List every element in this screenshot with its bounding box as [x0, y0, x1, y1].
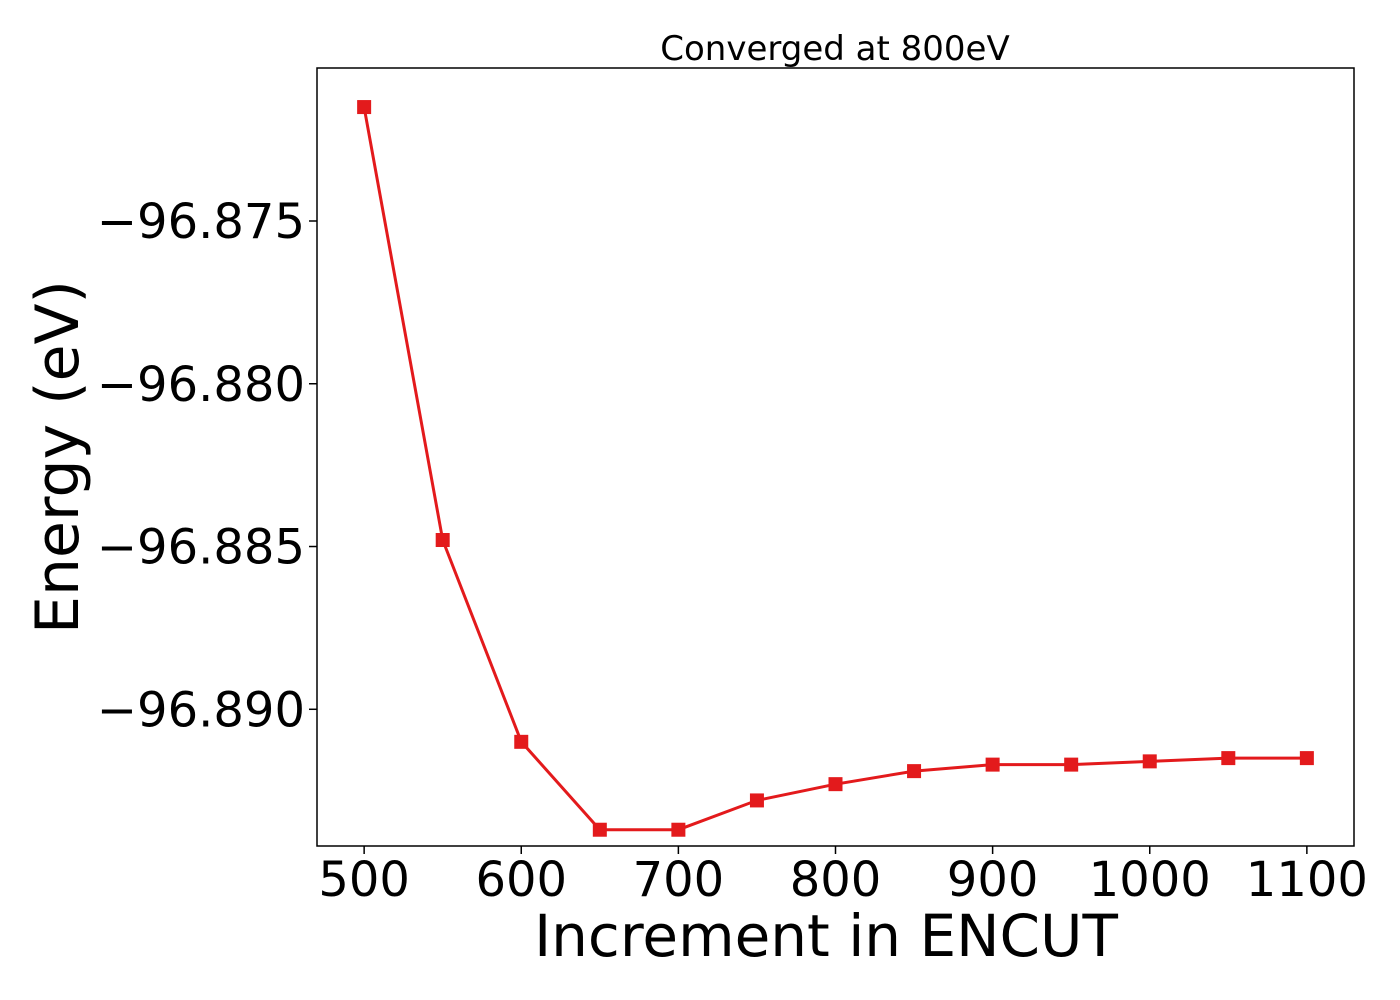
data-point-marker — [514, 734, 529, 749]
y-tick-label: −96.890 — [97, 682, 305, 738]
y-axis-label: Energy (eV) — [23, 280, 93, 634]
x-axis-label: Increment in ENCUT — [534, 902, 1118, 970]
data-point-marker — [985, 757, 1000, 772]
series-line — [362, 106, 1307, 832]
x-tick-label: 1000 — [1089, 852, 1211, 908]
data-point-marker — [357, 100, 372, 115]
plot-area-frame — [316, 67, 1355, 847]
x-tick-label: 700 — [633, 852, 725, 908]
data-point-marker — [592, 822, 607, 837]
y-ticks: −96.875 −96.880 −96.885 −96.890 — [97, 194, 317, 738]
data-point-marker — [1299, 751, 1314, 766]
data-point-marker — [1221, 751, 1236, 766]
y-tick-label: −96.885 — [97, 520, 305, 576]
series-layer — [357, 100, 1314, 837]
data-point-marker — [749, 793, 764, 808]
chart-title: Converged at 800eV — [660, 29, 1009, 69]
x-tick-label: 800 — [790, 852, 882, 908]
data-point-marker — [435, 533, 450, 548]
data-point-marker — [828, 777, 843, 792]
x-tick-label: 1100 — [1246, 852, 1368, 908]
y-tick-label: −96.880 — [97, 357, 305, 413]
x-tick-label: 600 — [475, 852, 567, 908]
y-tick-label: −96.875 — [97, 194, 305, 250]
x-tick-label: 900 — [947, 852, 1039, 908]
x-tick-label: 500 — [318, 852, 410, 908]
data-point-marker — [1064, 757, 1079, 772]
data-point-marker — [907, 764, 922, 779]
data-point-marker — [1142, 754, 1157, 769]
x-ticks: 500 600 700 800 900 1000 1100 — [318, 846, 1368, 908]
data-point-marker — [671, 822, 686, 837]
